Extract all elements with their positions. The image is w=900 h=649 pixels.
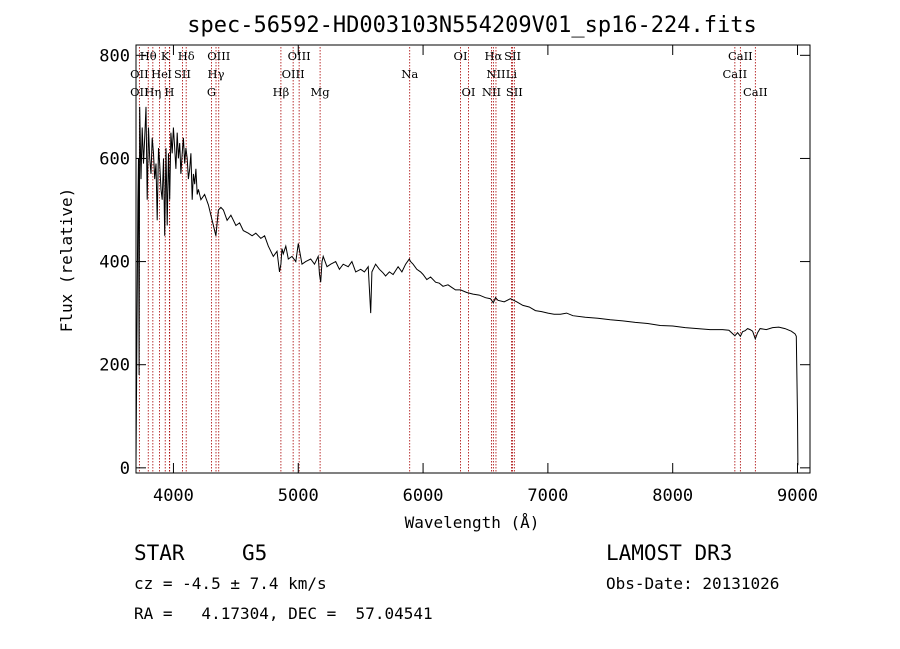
spectral-line-label: SII (504, 49, 521, 63)
spectral-line-label: Hβ (273, 85, 290, 99)
spectral-line-label: OII (130, 85, 149, 99)
y-tick-label: 0 (120, 459, 130, 479)
spectral-line-label: OIII (282, 67, 305, 81)
observation-date: Obs-Date: 20131026 (606, 574, 780, 593)
spectral-line-markers (138, 47, 756, 473)
spectral-line-label: SII (174, 67, 191, 81)
chart-title: spec-56592-HD003103N554209V01_sp16-224.f… (187, 13, 757, 38)
y-axis-label: Flux (relative) (57, 188, 76, 333)
spectral-subclass: G5 (242, 541, 268, 565)
x-tick-label: 6000 (403, 486, 444, 506)
y-tick-label: 800 (99, 46, 130, 66)
x-tick-label: 9000 (777, 486, 818, 506)
spectral-line-label: Na (401, 67, 418, 81)
spectral-line-label: Hδ (178, 49, 195, 63)
spectral-line-label: H (164, 85, 174, 99)
x-axis-label: Wavelength (Å) (405, 513, 540, 532)
spectral-line-label: OI (454, 49, 468, 63)
spectral-line-label: NII (486, 67, 505, 81)
spectral-line-label: OIII (207, 49, 230, 63)
spectral-line-label: SII (506, 85, 523, 99)
object-type: STAR (134, 541, 185, 565)
spectral-line-label: CaII (743, 85, 768, 99)
spectral-line-label: OI (462, 85, 476, 99)
spectral-line-label: He (151, 67, 168, 81)
redshift-cz: cz = -4.5 ± 7.4 km/s (134, 574, 327, 593)
plot-frame (135, 44, 811, 474)
spectral-line-label: Hα (484, 49, 502, 63)
spectrum-line (135, 106, 799, 466)
x-tick-label: 8000 (652, 486, 693, 506)
spectral-line-label: CaII (722, 67, 747, 81)
y-tick-label: 400 (99, 253, 130, 273)
spectral-line-label: G (207, 85, 216, 99)
spectral-line-label: Mg (311, 85, 331, 99)
spectral-line-label: Li (506, 67, 518, 81)
x-tick-label: 5000 (278, 486, 319, 506)
spectral-line-label: Hγ (208, 67, 225, 81)
x-tick-label: 4000 (153, 486, 194, 506)
spectral-line-label: NII (482, 85, 501, 99)
spectral-line-label: I (167, 67, 172, 81)
y-tick-label: 600 (99, 149, 130, 169)
y-tick-label: 200 (99, 356, 130, 376)
x-tick-label: 7000 (527, 486, 568, 506)
spectral-line-label: Hη (144, 85, 161, 99)
spectral-line-label: K (161, 49, 170, 63)
spectral-line-label: OIII (288, 49, 311, 63)
coordinates: RA = 4.17304, DEC = 57.04541 (134, 604, 433, 623)
spectral-line-label: Hθ (140, 49, 157, 63)
y-axis-ticks: 0 200 400 600 800 (99, 46, 810, 479)
spectral-line-label: OII (130, 67, 149, 81)
spectral-line-label: CaII (728, 49, 753, 63)
survey-name: LAMOST DR3 (606, 541, 733, 565)
x-axis-ticks: 4000 5000 6000 7000 8000 9000 (153, 45, 818, 506)
